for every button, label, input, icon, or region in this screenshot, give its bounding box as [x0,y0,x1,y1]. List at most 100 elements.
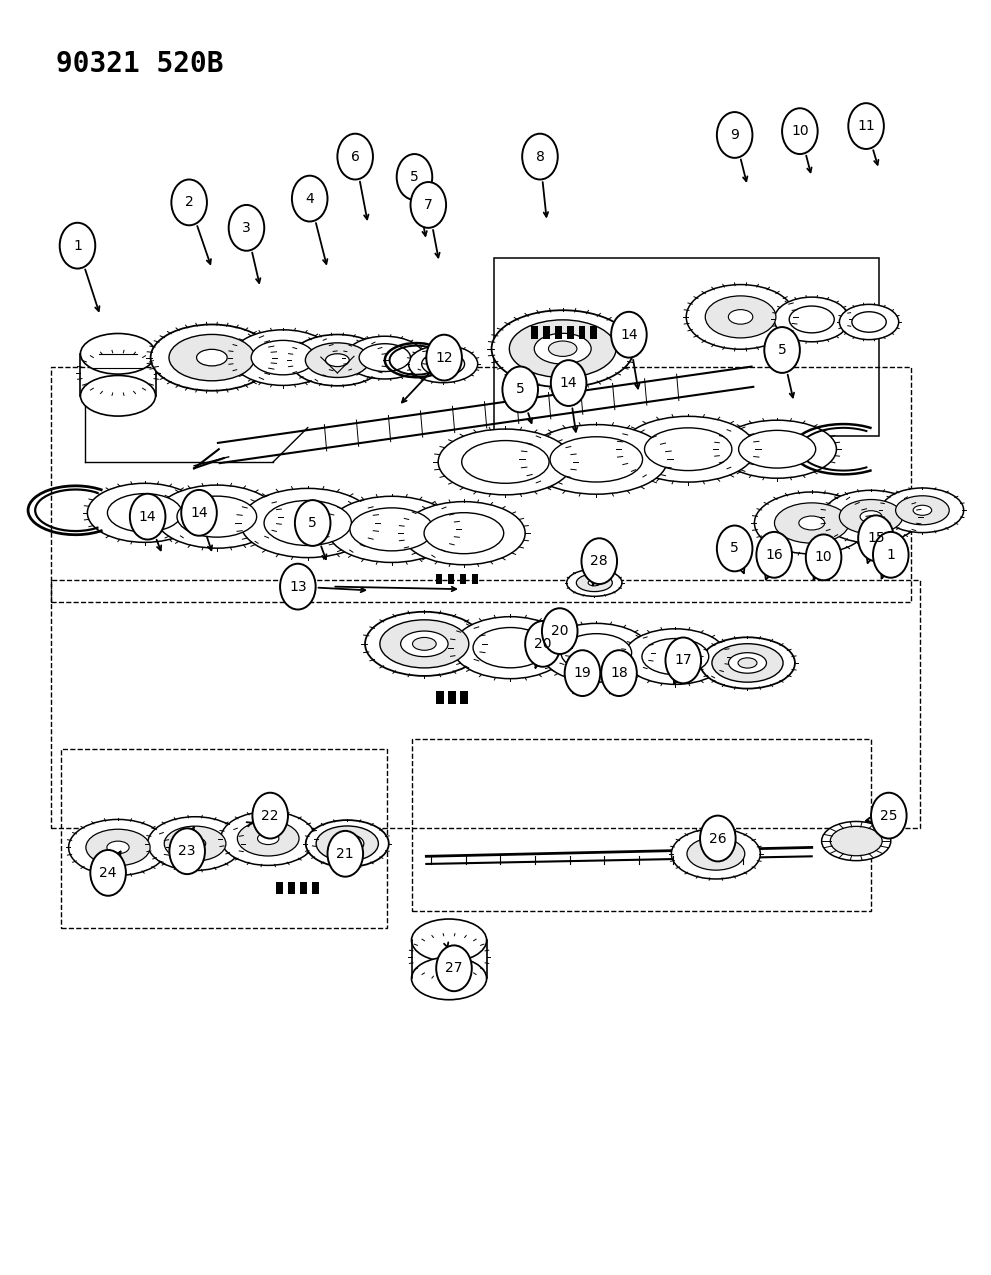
Ellipse shape [107,842,129,854]
Text: 1: 1 [73,238,82,252]
Circle shape [292,176,327,222]
Ellipse shape [839,305,899,339]
Circle shape [171,180,207,226]
Bar [436,574,442,584]
Text: 20: 20 [551,625,569,639]
Bar [494,259,879,436]
Ellipse shape [577,574,612,592]
Bar [448,574,454,584]
Ellipse shape [424,513,503,553]
Text: 3: 3 [242,221,251,235]
Text: 8: 8 [535,149,544,163]
Ellipse shape [350,507,433,551]
Ellipse shape [258,833,278,844]
Ellipse shape [331,834,364,853]
Ellipse shape [177,496,257,537]
Ellipse shape [345,337,424,379]
Ellipse shape [799,516,825,530]
Circle shape [716,525,752,571]
Text: 21: 21 [337,847,354,861]
Bar [591,326,598,339]
Bar [51,366,911,602]
Bar [51,580,921,829]
Ellipse shape [86,829,150,866]
Bar [288,882,295,895]
Ellipse shape [561,634,631,672]
Bar [579,326,586,339]
Ellipse shape [542,623,651,682]
Ellipse shape [706,848,725,859]
Ellipse shape [462,441,549,483]
Text: 27: 27 [445,961,463,975]
Ellipse shape [232,330,334,385]
Ellipse shape [712,644,783,682]
Ellipse shape [728,653,766,673]
Ellipse shape [339,839,356,848]
Bar [411,740,871,912]
Ellipse shape [738,431,816,468]
Text: 25: 25 [880,808,898,822]
Ellipse shape [87,483,202,542]
Ellipse shape [822,821,891,861]
Ellipse shape [380,620,469,668]
Ellipse shape [107,493,182,532]
Text: 14: 14 [620,328,638,342]
Text: 11: 11 [857,119,875,133]
Bar [531,326,538,339]
Ellipse shape [774,297,849,342]
Circle shape [522,134,558,180]
Ellipse shape [672,829,760,878]
Text: 6: 6 [351,149,360,163]
Text: 5: 5 [410,170,419,184]
Bar [460,574,466,584]
Ellipse shape [148,817,243,871]
Ellipse shape [68,820,167,876]
Bar [567,326,574,339]
Ellipse shape [775,502,849,543]
Ellipse shape [422,352,465,376]
Text: 1: 1 [886,548,895,562]
Circle shape [502,366,538,412]
Ellipse shape [823,491,920,543]
Ellipse shape [241,488,375,557]
Ellipse shape [839,500,903,534]
Text: 18: 18 [610,666,628,680]
Ellipse shape [492,310,634,388]
Circle shape [90,850,126,896]
Circle shape [565,650,601,696]
Text: 15: 15 [867,532,885,546]
Ellipse shape [169,334,255,381]
Text: 20: 20 [534,636,552,650]
Circle shape [756,532,792,578]
Ellipse shape [411,919,487,961]
Bar [555,326,562,339]
Text: 13: 13 [289,580,306,594]
Circle shape [700,816,735,862]
Text: 2: 2 [184,195,193,209]
Circle shape [59,223,95,269]
Circle shape [130,493,165,539]
Ellipse shape [852,312,886,333]
Circle shape [436,945,472,991]
Ellipse shape [509,320,616,377]
Ellipse shape [359,344,410,371]
Circle shape [782,108,818,154]
Circle shape [716,112,752,158]
Ellipse shape [754,492,869,555]
Bar [543,326,550,339]
Circle shape [280,564,316,609]
Ellipse shape [316,826,379,861]
Circle shape [327,831,363,877]
Ellipse shape [642,639,709,674]
Ellipse shape [728,310,753,324]
Circle shape [181,490,217,536]
Ellipse shape [306,820,388,867]
Ellipse shape [221,812,316,866]
Circle shape [873,532,909,578]
Ellipse shape [408,346,478,382]
Ellipse shape [717,421,836,478]
Ellipse shape [700,638,795,688]
Text: 10: 10 [791,124,809,138]
Ellipse shape [913,505,932,515]
Ellipse shape [830,826,882,856]
